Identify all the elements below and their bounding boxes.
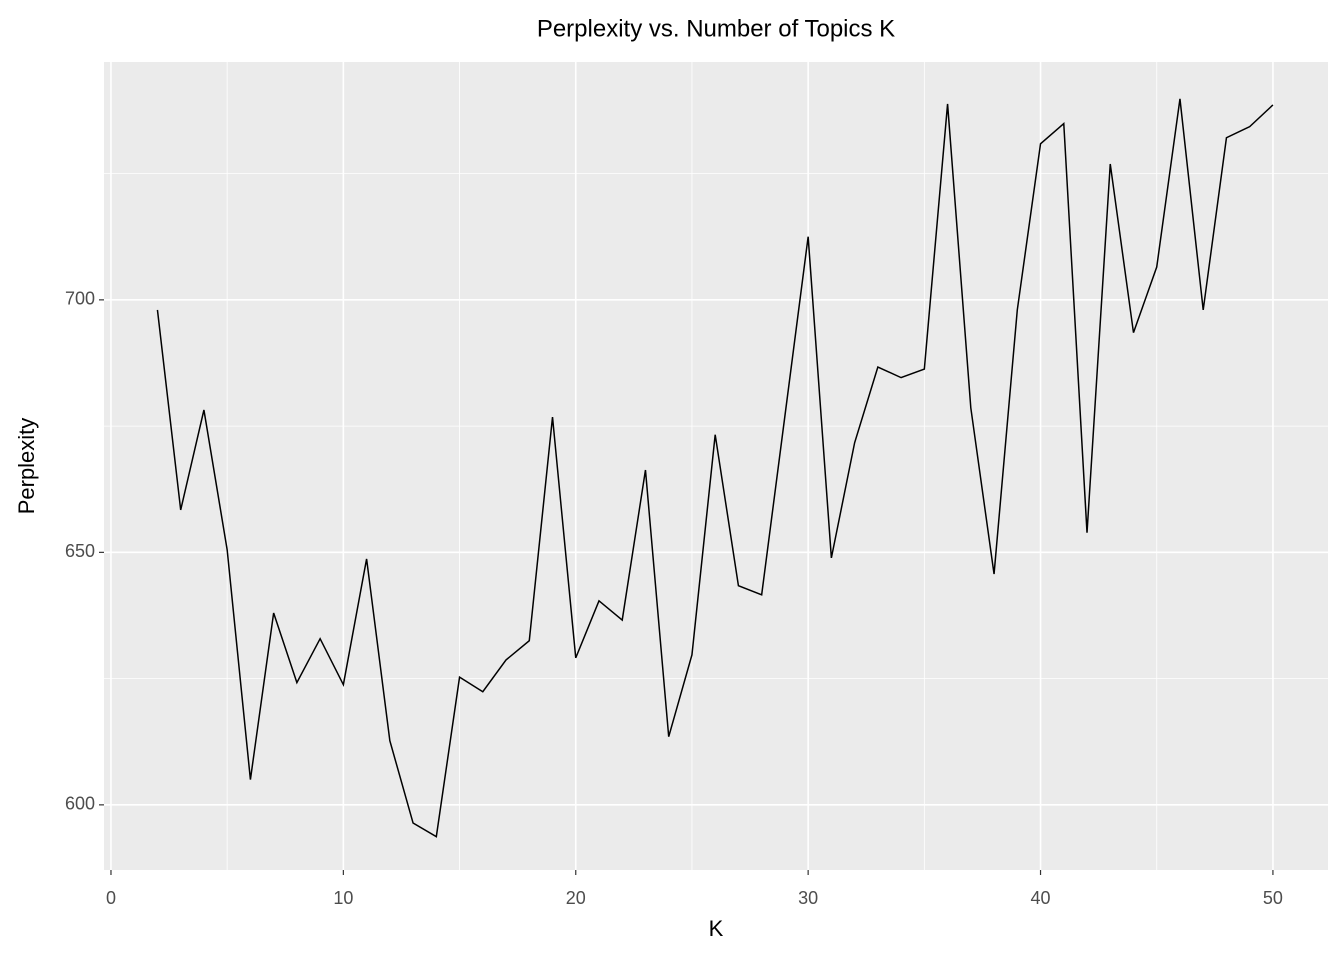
- x-tick-label: 50: [1263, 888, 1283, 908]
- chart-title: Perplexity vs. Number of Topics K: [537, 15, 895, 42]
- panel: [104, 62, 1328, 870]
- x-tick-label: 30: [798, 888, 818, 908]
- y-tick-label: 700: [65, 289, 95, 309]
- y-tick-label: 600: [65, 794, 95, 814]
- x-tick-label: 40: [1031, 888, 1051, 908]
- x-tick-label: 20: [566, 888, 586, 908]
- x-tick-label: 0: [106, 888, 116, 908]
- y-tick-label: 650: [65, 541, 95, 561]
- line: [156, 98, 1274, 838]
- x-axis-label: K: [709, 916, 724, 941]
- x-tick-label: 10: [333, 888, 353, 908]
- y-axis-label: Perplexity: [14, 418, 39, 515]
